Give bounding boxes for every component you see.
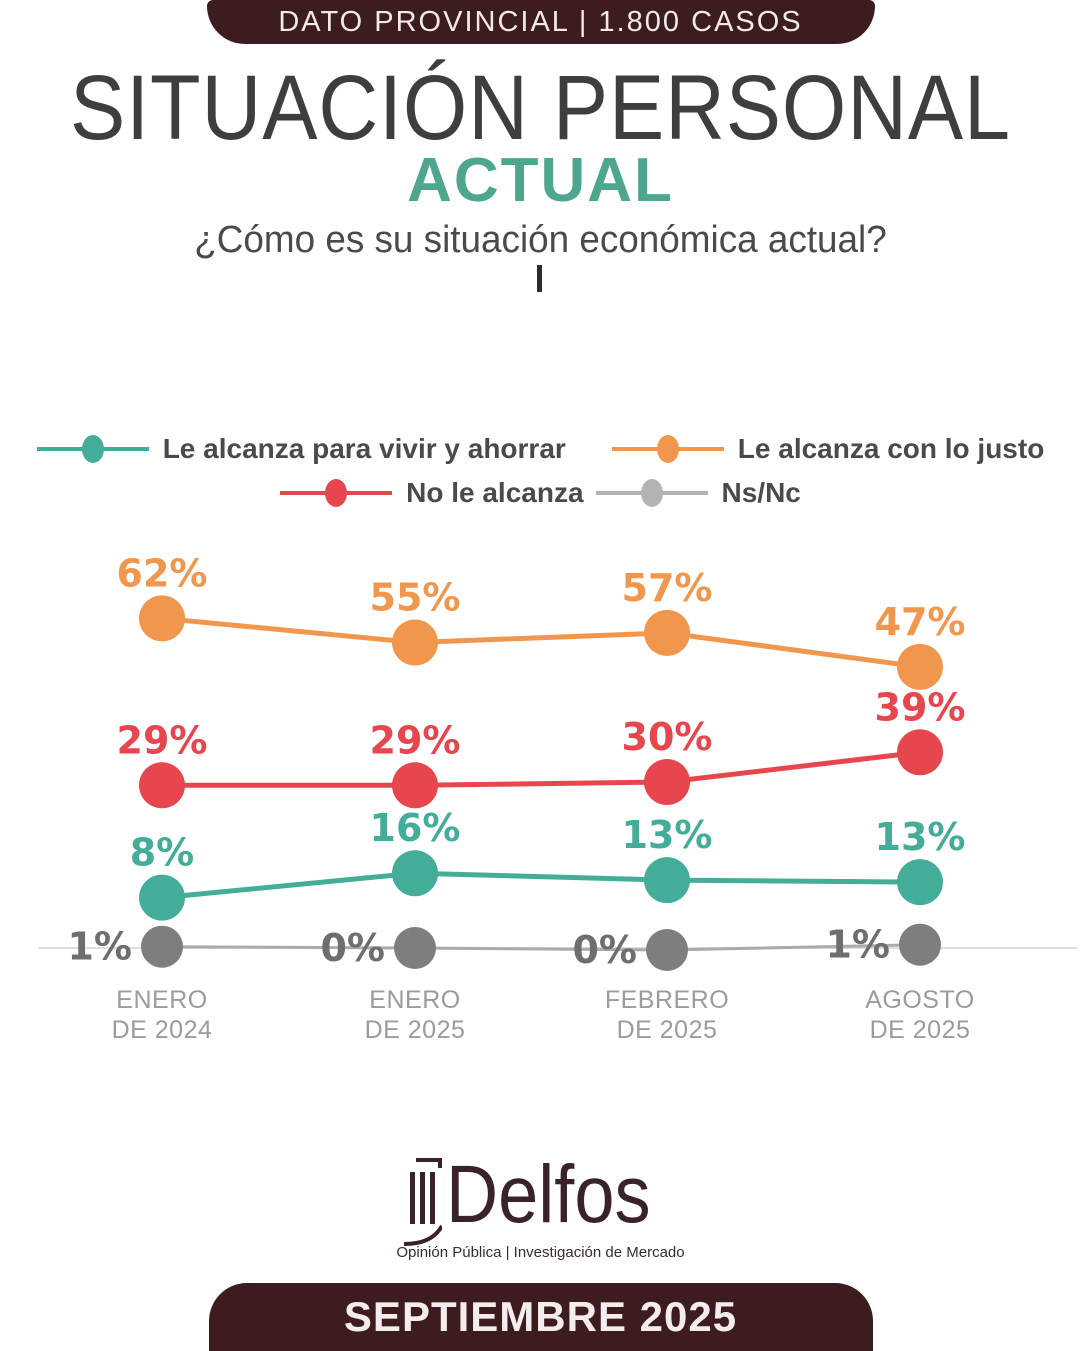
delfos-column-icon — [404, 1158, 443, 1246]
x-axis-label: DE 2025 — [870, 1016, 971, 1044]
data-point — [392, 850, 438, 897]
data-point — [139, 762, 185, 809]
delfos-logo-text: Delfos — [446, 1149, 651, 1240]
trend-line-chart: 62% 55% 57% 47% 29% 29% 30% 39% 8% 16% 13% 13% 1% 0% 0… — [38, 551, 1077, 1044]
data-point — [139, 595, 185, 642]
data-point — [646, 929, 688, 971]
x-axis-label: DE 2024 — [112, 1016, 213, 1044]
x-axis-label: AGOSTO — [865, 986, 975, 1014]
data-label: 30% — [622, 715, 713, 759]
data-label: 62% — [117, 551, 208, 595]
data-point — [141, 925, 183, 968]
x-axis-label: DE 2025 — [365, 1016, 466, 1044]
page-title-accent: ACTUAL — [407, 146, 674, 215]
series-line — [162, 749, 921, 788]
legend-label: Le alcanza para vivir y ahorrar — [162, 433, 566, 464]
x-axis-label: FEBRERO — [605, 986, 729, 1014]
data-point — [644, 759, 690, 805]
series-line — [161, 943, 921, 952]
data-point — [644, 857, 690, 904]
data-label: 1% — [67, 925, 132, 969]
data-point — [392, 762, 438, 809]
legend-item: Ns/Nc — [595, 473, 801, 513]
data-label: 57% — [622, 566, 713, 610]
data-label: 0% — [572, 928, 637, 972]
legend-item: No le alcanza — [280, 473, 584, 513]
legend-item: Le alcanza para vivir y ahorrar — [36, 429, 566, 469]
x-axis-label: ENERO — [369, 986, 460, 1014]
data-label: 55% — [370, 576, 461, 620]
series-line — [161, 870, 921, 901]
legend-row-2: No le alcanza Ns/Nc — [0, 471, 1081, 515]
legend-marker-icon — [280, 479, 393, 507]
survey-question: ¿Cómo es su situación económica actual? — [194, 219, 887, 261]
data-point — [644, 609, 690, 656]
page-title: SITUACIÓN PERSONAL — [69, 57, 1011, 159]
legend-label: Le alcanza con lo justo — [737, 433, 1045, 464]
legend-item: Le alcanza con lo justo — [611, 429, 1045, 469]
data-label: 13% — [875, 815, 966, 859]
delfos-tagline: Opinión Pública | Investigación de Merca… — [396, 1244, 685, 1261]
report-month-label: SEPTIEMBRE 2025 — [343, 1293, 738, 1340]
x-axis-label: ENERO — [116, 986, 207, 1014]
data-label: 39% — [875, 685, 966, 729]
data-label: 13% — [622, 813, 713, 857]
data-point — [899, 923, 941, 966]
legend-marker-icon — [36, 435, 149, 463]
data-point — [897, 729, 943, 776]
legend-label: No le alcanza — [406, 477, 584, 508]
data-label: 29% — [370, 718, 461, 762]
legend-label: Ns/Nc — [721, 477, 801, 508]
data-label: 47% — [875, 600, 966, 644]
legend-marker-icon — [595, 479, 708, 507]
data-label: 8% — [130, 831, 195, 875]
data-label: 16% — [370, 806, 461, 850]
legend-row-1: Le alcanza para vivir y ahorrar Le alcanz… — [0, 427, 1081, 471]
data-point — [139, 874, 185, 921]
chart-legend: Le alcanza para vivir y ahorrar Le alcanz… — [0, 427, 1081, 515]
delfos-logo: Delfos — [0, 1149, 1081, 1248]
data-point — [394, 927, 436, 969]
data-label: 29% — [117, 718, 208, 762]
provincial-data-badge-label: DATO PROVINCIAL | 1.800 CASOS — [278, 5, 803, 38]
data-point — [392, 619, 438, 666]
series-line — [161, 615, 921, 670]
divider-tick — [537, 265, 542, 292]
legend-marker-icon — [611, 435, 724, 463]
data-label: 1% — [825, 923, 890, 967]
data-label: 0% — [320, 926, 385, 970]
x-axis-label: DE 2025 — [617, 1016, 718, 1044]
data-point — [897, 643, 943, 690]
report-month-badge: SEPTIEMBRE 2025 — [208, 1283, 873, 1351]
data-point — [897, 859, 943, 906]
provincial-data-badge: DATO PROVINCIAL | 1.800 CASOS — [206, 0, 875, 44]
